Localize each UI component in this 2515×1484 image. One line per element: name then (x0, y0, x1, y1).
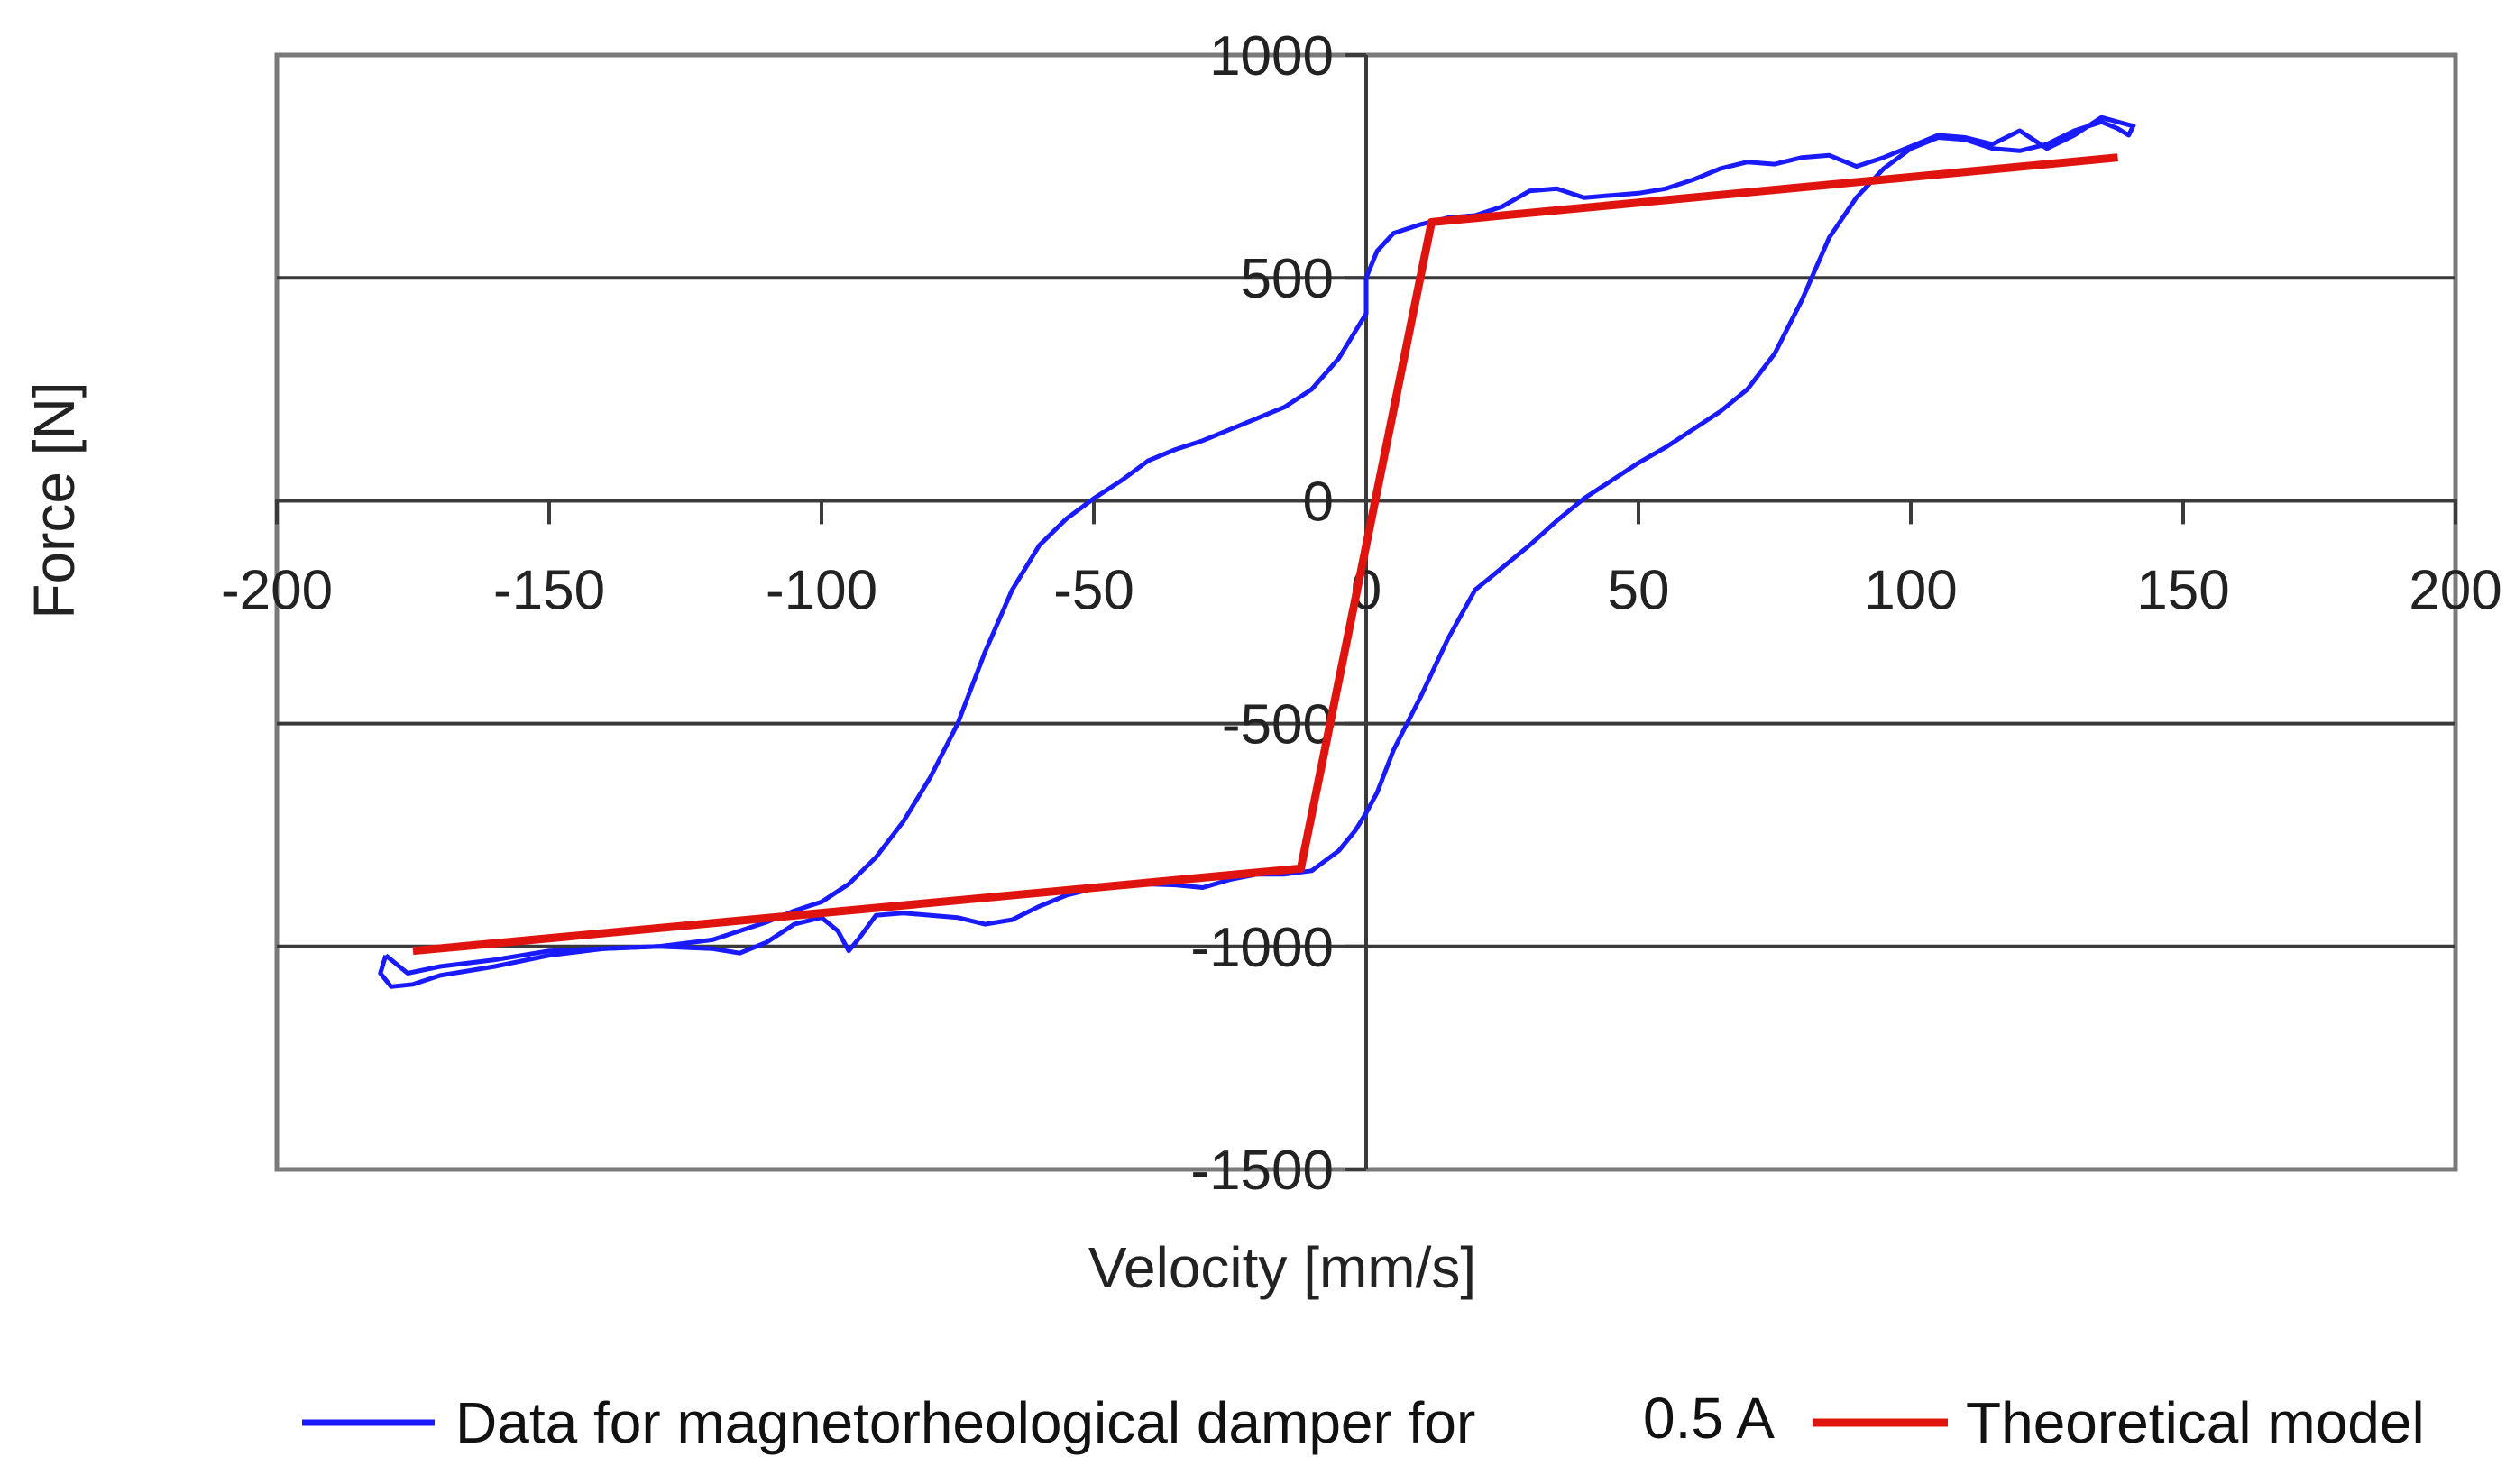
x-tick-label: 100 (1864, 559, 1957, 621)
y-tick-label: -500 (1222, 694, 1334, 756)
y-tick-label: 1000 (1209, 25, 1334, 87)
x-tick-label: 200 (2409, 559, 2501, 621)
axes (275, 53, 2457, 1171)
x-tick-label: -150 (493, 559, 605, 621)
x-tick-label: -200 (221, 559, 333, 621)
x-tick-label: -50 (1053, 559, 1134, 621)
y-tick-label: 500 (1241, 248, 1334, 310)
x-tick-label: 50 (1608, 559, 1670, 621)
x-tick-label: -100 (766, 559, 877, 621)
x-tick-label: 150 (2136, 559, 2229, 621)
series-measured-return (384, 115, 2135, 976)
legend-label-data: Data for magnetorheological damper for (455, 1390, 1475, 1455)
y-tick-label: 0 (1303, 471, 1334, 533)
x-axis-title: Velocity [mm/s] (1088, 1235, 1476, 1300)
y-tick-label: -1000 (1190, 917, 1334, 979)
legend-label-model: Theoretical model (1966, 1390, 2425, 1455)
series-theoretical-model (412, 153, 2118, 956)
y-axis-title: Force [N] (22, 381, 87, 618)
series-layer (378, 115, 2136, 989)
legend-label-current: 0.5 A (1643, 1386, 1775, 1451)
y-tick-label: -1500 (1190, 1140, 1334, 1202)
legend: Data for magnetorheological damper for 0… (302, 1386, 2425, 1455)
